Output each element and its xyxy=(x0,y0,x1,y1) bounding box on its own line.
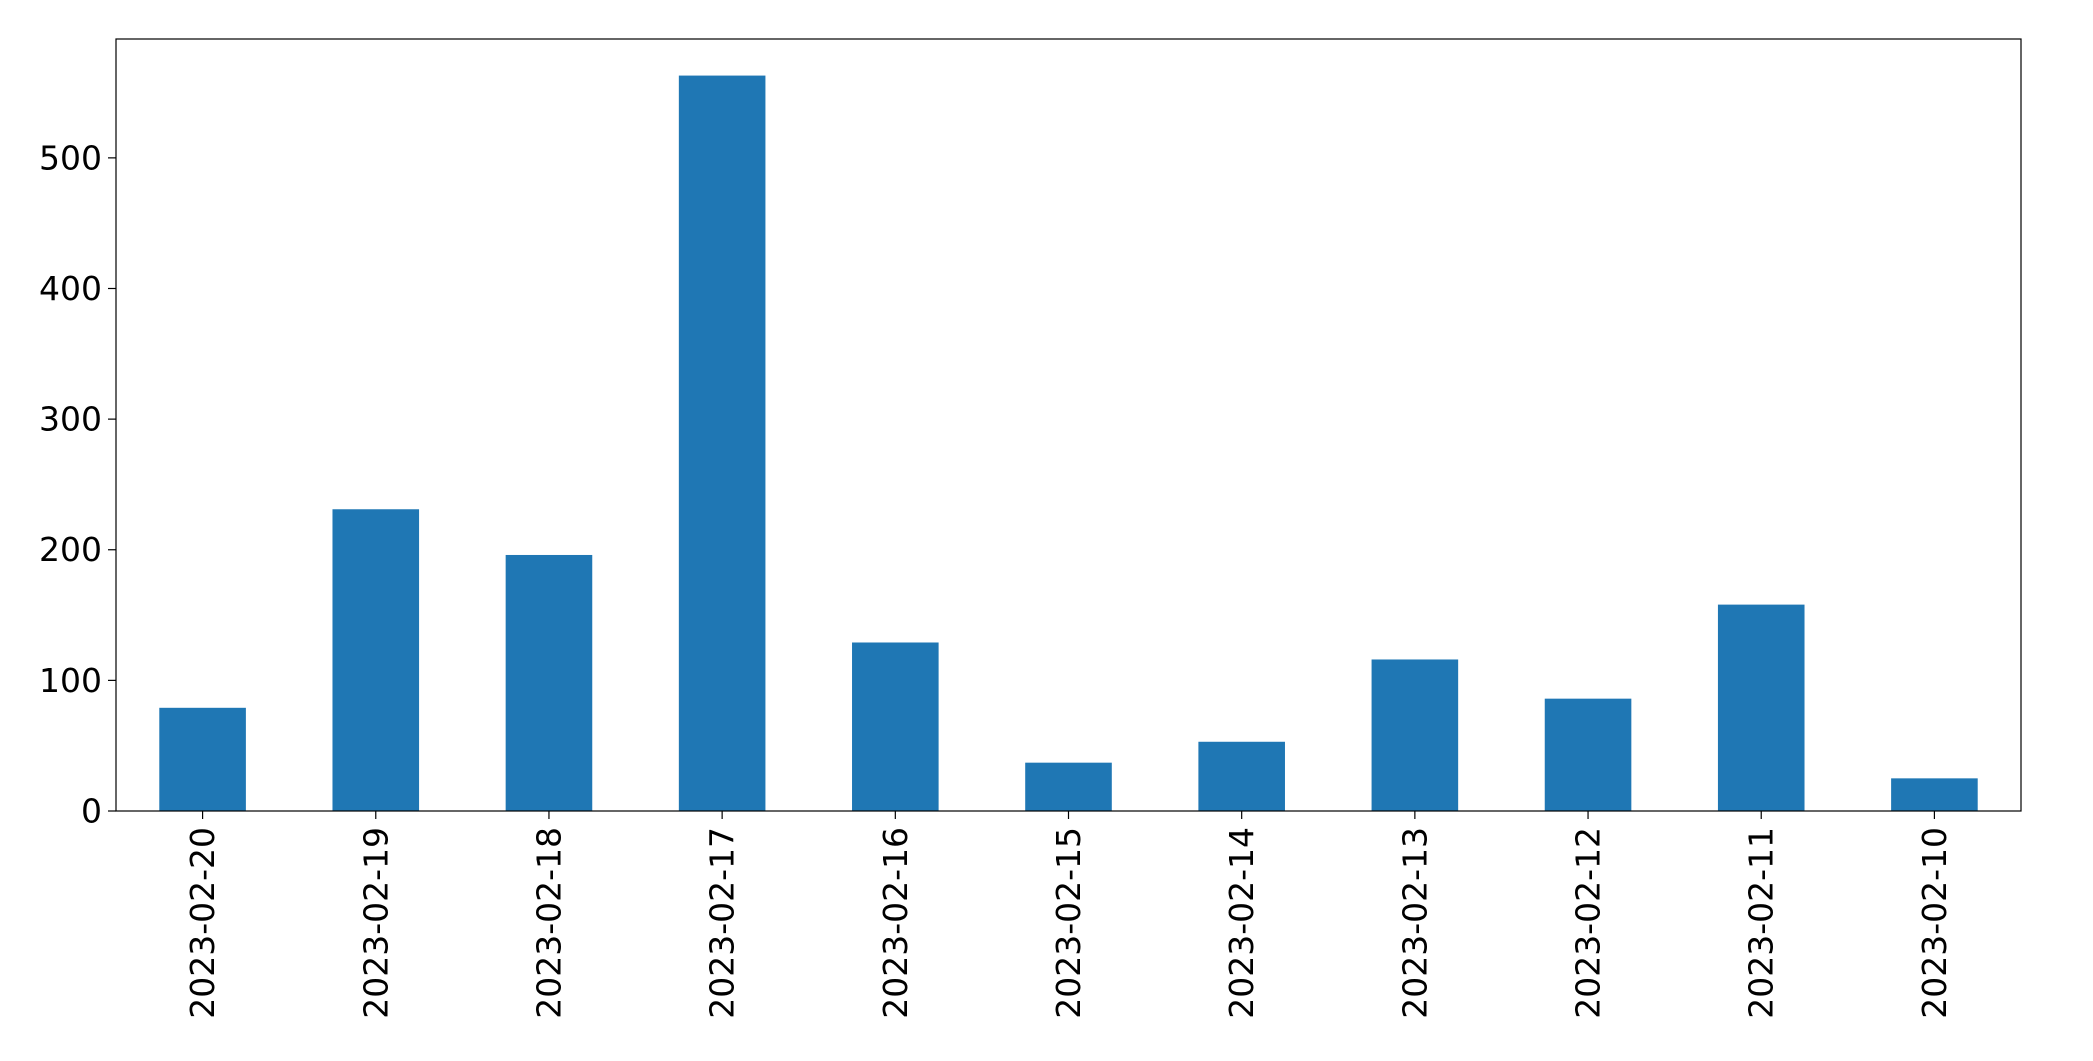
bar-2023-02-17 xyxy=(678,75,766,811)
bar-2023-02-14 xyxy=(1198,741,1285,811)
bar-2023-02-20 xyxy=(159,707,246,811)
bars xyxy=(159,75,1978,811)
bar-2023-02-15 xyxy=(1025,762,1112,811)
x-tick-label: 2023-02-18 xyxy=(529,827,568,1019)
y-tick-label: 0 xyxy=(81,792,102,831)
y-tick-label: 100 xyxy=(39,661,102,700)
y-tick-label: 200 xyxy=(39,530,102,569)
bar-2023-02-13 xyxy=(1371,659,1459,811)
y-axis: 0 100 200 300 400 500 xyxy=(39,138,116,831)
bar-2023-02-10 xyxy=(1891,778,1978,811)
x-tick-label: 2023-02-17 xyxy=(703,827,742,1019)
bar-2023-02-11 xyxy=(1717,604,1805,811)
bar-2023-02-18 xyxy=(505,554,593,811)
y-tick-label: 500 xyxy=(39,138,102,177)
x-tick-label: 2023-02-11 xyxy=(1742,827,1781,1019)
x-axis: 2023-02-20 2023-02-19 2023-02-18 2023-02-17… xyxy=(183,811,1954,1019)
x-tick-label: 2023-02-13 xyxy=(1395,827,1434,1019)
x-tick-label: 2023-02-15 xyxy=(1049,827,1088,1019)
bar-2023-02-19 xyxy=(332,509,420,811)
x-tick-label: 2023-02-16 xyxy=(876,827,915,1019)
x-tick-label: 2023-02-14 xyxy=(1222,827,1261,1019)
x-tick-label: 2023-02-12 xyxy=(1569,827,1608,1019)
bar-2023-02-16 xyxy=(852,642,939,811)
x-tick-label: 2023-02-10 xyxy=(1915,827,1954,1019)
y-tick-label: 300 xyxy=(39,400,102,439)
x-tick-label: 2023-02-20 xyxy=(183,827,222,1019)
plot-frame xyxy=(115,38,2022,812)
y-tick-label: 400 xyxy=(39,269,102,308)
bar-2023-02-12 xyxy=(1544,698,1632,811)
x-tick-label: 2023-02-19 xyxy=(356,827,395,1019)
